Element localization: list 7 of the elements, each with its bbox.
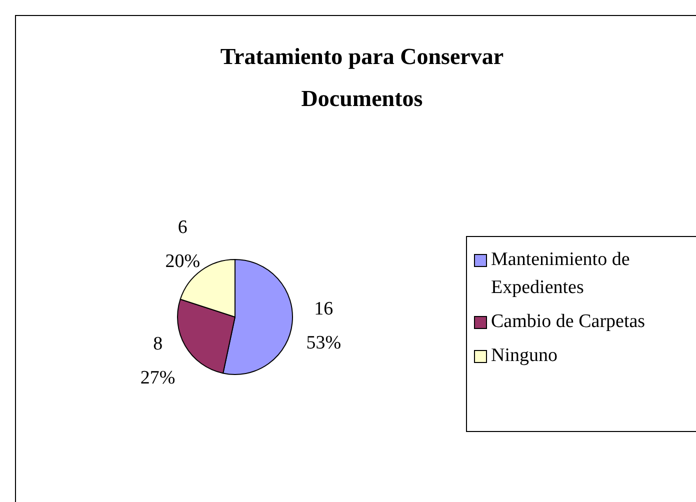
legend-label: Ninguno bbox=[491, 344, 558, 368]
data-label: 16 53% bbox=[306, 298, 342, 354]
data-label: 6 20% bbox=[165, 216, 200, 272]
data-label: 8 27% bbox=[140, 334, 176, 389]
legend-label: Mantenimiento de Expedientes bbox=[491, 248, 631, 300]
chart-title: Tratamiento para Conservar Documentos bbox=[219, 43, 505, 113]
legend-label: Cambio de Carpetas bbox=[491, 310, 646, 334]
